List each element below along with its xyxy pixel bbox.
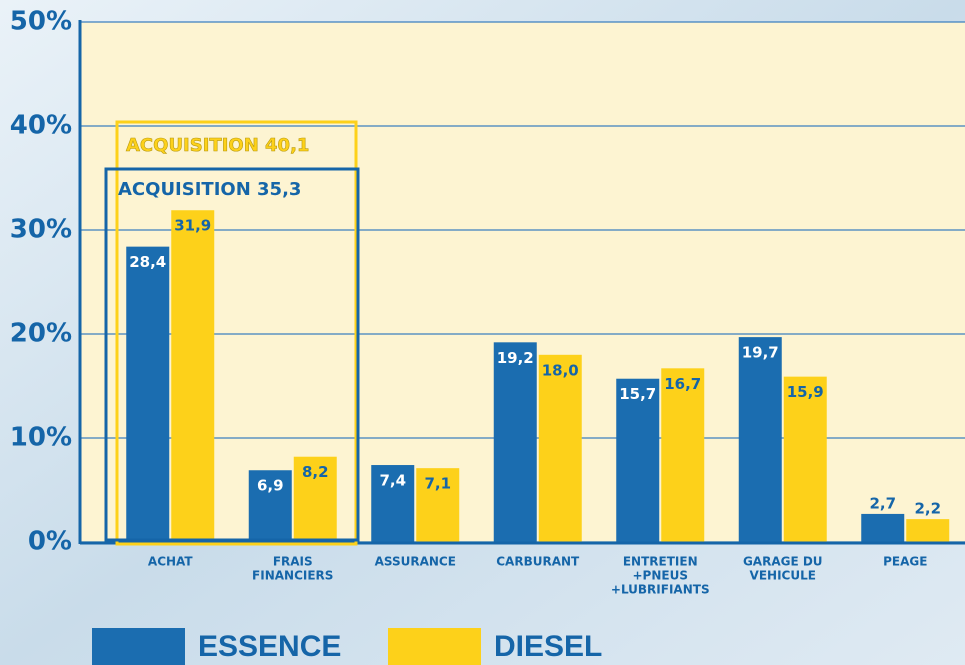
value-label: 2,2 (914, 500, 941, 518)
value-label: 8,2 (302, 463, 329, 481)
x-tick-label: ASSURANCE (375, 555, 456, 569)
y-tick-label: 40% (10, 111, 72, 141)
bar (738, 337, 782, 542)
value-label: 31,9 (174, 217, 211, 235)
bar (293, 456, 337, 542)
bar (906, 519, 950, 542)
legend-swatch (388, 628, 481, 665)
bar (371, 465, 415, 542)
value-label: 19,7 (742, 344, 779, 362)
y-tick-label: 20% (10, 319, 72, 349)
legend-label: DIESEL (494, 630, 602, 663)
value-label: 16,7 (664, 375, 701, 393)
bar (171, 210, 215, 543)
annotation: ACQUISITION 35,3 (118, 179, 301, 200)
bar (126, 246, 170, 542)
y-tick-label: 30% (10, 215, 72, 245)
x-tick-label: VEHICULE (750, 569, 816, 583)
value-label: 2,7 (869, 494, 896, 512)
x-tick-label: ENTRETIEN (623, 555, 698, 569)
y-tick-label: 50% (10, 7, 72, 37)
x-tick-label: FRAIS (273, 555, 313, 569)
bar (661, 368, 705, 542)
bar (783, 376, 827, 542)
x-tick-label: +PNEUS (633, 569, 688, 583)
value-label: 18,0 (542, 361, 579, 379)
value-label: 15,7 (619, 385, 656, 403)
x-tick-label: PEAGE (883, 555, 927, 569)
legend-swatch (92, 628, 185, 665)
bar (493, 342, 537, 542)
value-label: 15,9 (787, 383, 824, 401)
value-label: 6,9 (257, 477, 284, 495)
x-tick-label: GARAGE DU (743, 555, 823, 569)
bar (616, 378, 660, 542)
bar (416, 468, 460, 542)
value-label: 7,1 (424, 475, 451, 493)
annotation: ACQUISITION 40,1 (126, 135, 309, 156)
bar (538, 354, 582, 542)
x-tick-label: FINANCIERS (252, 569, 333, 583)
acquisition-diesel-box (115, 120, 358, 546)
value-label: 7,4 (379, 472, 406, 490)
bar (861, 513, 905, 542)
x-tick-label: ACHAT (148, 555, 193, 569)
x-tick-label: CARBURANT (496, 555, 580, 569)
y-tick-label: 10% (10, 423, 72, 453)
y-tick-label: 0% (28, 527, 72, 557)
value-label: 19,2 (497, 349, 534, 367)
bar (248, 470, 292, 542)
x-tick-label: +LUBRIFIANTS (611, 583, 710, 597)
acquisition-essence-box (104, 167, 360, 542)
value-label: 28,4 (129, 253, 166, 271)
legend-label: ESSENCE (198, 630, 341, 663)
